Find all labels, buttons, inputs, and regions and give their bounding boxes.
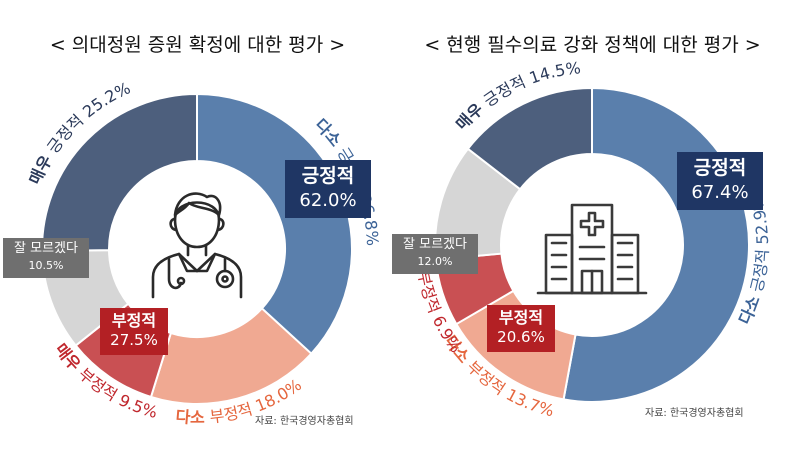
unknown-value: 12.0%	[417, 254, 453, 268]
unknown-value: 10.5%	[28, 258, 64, 272]
summary-negative-label: 부정적	[111, 311, 157, 330]
summary-negative-label: 부정적	[498, 308, 544, 327]
source-note: 자료: 한국경영자총협회	[645, 408, 744, 419]
summary-positive-value: 62.0%	[299, 189, 357, 211]
hospital-icon	[536, 203, 648, 295]
summary-positive-value: 67.4%	[691, 181, 749, 203]
chart-title: < 의대정원 증원 확정에 대한 평가 >	[49, 34, 346, 56]
summary-positive-label: 긍정적	[693, 157, 747, 179]
summary-positive-badge: 긍정적 62.0%	[285, 160, 371, 218]
summary-negative-value: 20.6%	[497, 328, 545, 347]
segment-value-label: 14.5%	[527, 58, 582, 87]
summary-negative-badge: 부정적 20.6%	[487, 305, 555, 352]
chart-panel-medical-quota: < 의대정원 증원 확정에 대한 평가 > 다소 긍정적 36.8%다소 부정적…	[3, 34, 382, 427]
donut-segment-pos1	[41, 92, 198, 252]
summary-positive-label: 긍정적	[301, 165, 355, 187]
donut-center	[503, 156, 681, 334]
unknown-badge: 잘 모르겠다 10.5%	[3, 238, 89, 278]
segment-label-strength: 다소	[175, 407, 211, 427]
unknown-label: 잘 모르겠다	[403, 237, 467, 252]
unknown-badge: 잘 모르겠다 12.0%	[392, 234, 478, 274]
donut-segments	[40, 92, 353, 405]
donut-chart: 다소 긍정적 52.9%다소 부정적 13.7%매우 부정적 6.9%매우 긍정…	[412, 58, 772, 420]
summary-negative-badge: 부정적 27.5%	[100, 308, 168, 355]
chart-panel-essential-care: < 현행 필수의료 강화 정책에 대한 평가 > 다소 긍정적 52.9%다소 …	[392, 0, 790, 456]
unknown-label: 잘 모르겠다	[14, 241, 78, 256]
source-note: 자료: 한국경영자총협회	[255, 416, 354, 427]
donut-segment-pos1	[466, 86, 593, 191]
donut-segment-pos2	[196, 92, 353, 356]
doctor-icon	[151, 192, 243, 299]
donut-chart: 다소 긍정적 36.8%다소 부정적 18.0%매우 부정적 9.5%매우 긍정…	[25, 78, 382, 427]
chart-title: < 현행 필수의료 강화 정책에 대한 평가 >	[424, 34, 761, 56]
summary-positive-badge: 긍정적 67.4%	[677, 152, 763, 210]
segment-label-text: 긍정적	[747, 244, 772, 294]
summary-negative-value: 27.5%	[110, 331, 158, 350]
